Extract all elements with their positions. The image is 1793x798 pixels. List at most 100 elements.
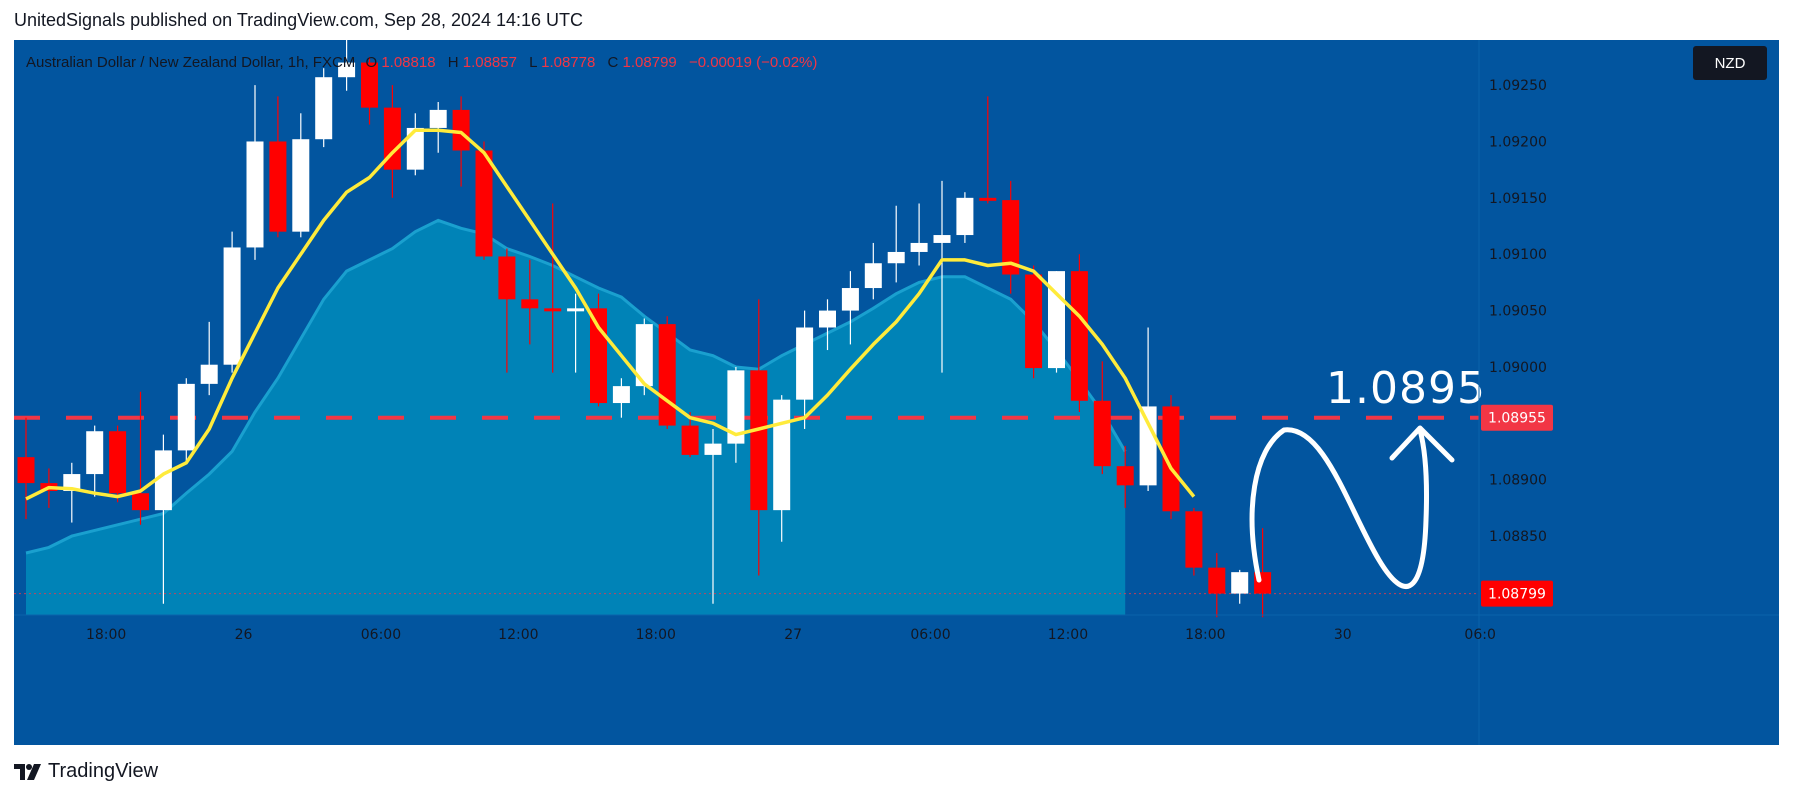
candle[interactable] — [727, 366, 745, 463]
candle-body — [612, 386, 630, 404]
symbol-name: Australian Dollar / New Zealand Dollar, … — [26, 54, 356, 71]
candle[interactable] — [383, 85, 401, 198]
level-annotation-text: 1.0895 — [1326, 363, 1486, 414]
candle[interactable] — [750, 299, 768, 576]
candle[interactable] — [773, 395, 791, 542]
last-price-badge-text: 1.08799 — [1488, 587, 1546, 603]
candle[interactable] — [406, 113, 424, 176]
candle[interactable] — [315, 68, 333, 148]
level-price-badge-bg — [1481, 404, 1553, 431]
candle[interactable] — [612, 378, 630, 418]
candle[interactable] — [269, 96, 287, 238]
symbol-legend: Australian Dollar / New Zealand Dollar, … — [26, 54, 825, 71]
level-price-badge[interactable]: 1.08955 — [1481, 404, 1553, 431]
candle[interactable] — [86, 425, 104, 497]
footer-brand-text: TradingView — [48, 760, 159, 782]
candle[interactable] — [1048, 271, 1065, 373]
candle[interactable] — [132, 391, 149, 525]
wave-arrow-drawing[interactable] — [1249, 425, 1455, 589]
candle[interactable] — [475, 141, 493, 260]
price-tick-label: 1.09100 — [1489, 247, 1547, 263]
candle[interactable] — [429, 102, 447, 153]
candle[interactable] — [177, 378, 195, 463]
candle[interactable] — [1116, 445, 1134, 508]
price-tick-label: 1.09000 — [1489, 360, 1547, 376]
candle[interactable] — [544, 203, 562, 373]
candle-body — [750, 370, 768, 511]
candle[interactable] — [910, 203, 928, 266]
candle[interactable] — [796, 310, 814, 429]
candle-body — [956, 197, 974, 236]
candle[interactable] — [658, 316, 676, 429]
candle[interactable] — [1002, 180, 1020, 294]
candle[interactable] — [704, 428, 722, 604]
candle-body — [177, 383, 195, 451]
candle[interactable] — [361, 56, 378, 125]
candle[interactable] — [956, 192, 974, 243]
candle[interactable] — [521, 259, 539, 345]
candle[interactable] — [979, 96, 997, 204]
moving-average-line — [25, 128, 1196, 501]
candle-body — [841, 288, 859, 311]
price-tick-label: 1.09050 — [1489, 304, 1547, 320]
candle[interactable] — [1025, 265, 1043, 379]
candle-body — [132, 493, 149, 511]
candle-body — [200, 364, 218, 384]
candle[interactable] — [681, 412, 699, 458]
candle-body — [521, 299, 539, 309]
time-tick-label: 26 — [235, 627, 253, 643]
candle[interactable] — [1231, 569, 1249, 604]
tradingview-logo-icon — [14, 763, 41, 780]
candle[interactable] — [1093, 361, 1111, 475]
last-price-badge[interactable]: 1.08799 — [1481, 580, 1553, 607]
candle[interactable] — [246, 85, 264, 260]
candle-body — [223, 247, 241, 365]
candle-body — [1139, 406, 1157, 486]
ribbon-area — [26, 220, 1126, 615]
candle[interactable] — [933, 180, 951, 373]
last-price-badge-bg — [1481, 580, 1553, 607]
candle[interactable] — [17, 417, 35, 520]
open-label: O — [365, 54, 378, 71]
candle-body — [1070, 271, 1088, 401]
candle[interactable] — [154, 434, 172, 604]
time-tick-label: 12:00 — [498, 627, 538, 643]
currency-button[interactable]: NZD — [1693, 46, 1767, 80]
candle[interactable] — [292, 113, 310, 238]
candle[interactable] — [1162, 395, 1180, 520]
tradingview-logo[interactable]: TradingView — [14, 760, 158, 783]
candle[interactable] — [1208, 552, 1226, 618]
candle[interactable] — [590, 293, 607, 407]
candle[interactable] — [200, 321, 218, 396]
candle-body — [17, 457, 35, 484]
close-value: 1.08799 — [622, 54, 677, 71]
candle[interactable] — [498, 248, 516, 373]
price-chart[interactable]: 1.0895 1.09250 1.09200 1.09150 1.09100 1.090… — [14, 40, 1779, 745]
candle-body — [154, 450, 172, 511]
candle[interactable] — [567, 293, 585, 373]
candle[interactable] — [1185, 507, 1203, 576]
candle-body — [887, 251, 905, 264]
time-tick-label: 27 — [784, 627, 802, 643]
candle-body — [406, 127, 424, 170]
time-tick-label: 18:00 — [636, 627, 676, 643]
open-value: 1.08818 — [381, 54, 436, 71]
candle[interactable] — [1139, 327, 1157, 491]
time-tick-label: 06:00 — [361, 627, 401, 643]
candle-body — [475, 150, 493, 257]
candle[interactable] — [887, 205, 905, 283]
chart-panel[interactable]: 1.0895 1.09250 1.09200 1.09150 1.09100 1.090… — [14, 40, 1779, 745]
candle[interactable] — [223, 231, 241, 373]
candle[interactable] — [452, 96, 470, 187]
candle[interactable] — [864, 242, 882, 300]
candle[interactable] — [841, 271, 859, 345]
candle-body — [383, 107, 401, 170]
candle-body — [452, 109, 470, 151]
candle[interactable] — [1070, 254, 1088, 413]
candle-body — [1208, 567, 1226, 594]
candle[interactable] — [338, 40, 356, 91]
price-tick-label: 1.09150 — [1489, 191, 1547, 207]
publisher-caption: UnitedSignals published on TradingView.c… — [14, 10, 584, 30]
candle[interactable] — [109, 425, 127, 503]
candle[interactable] — [819, 299, 836, 351]
